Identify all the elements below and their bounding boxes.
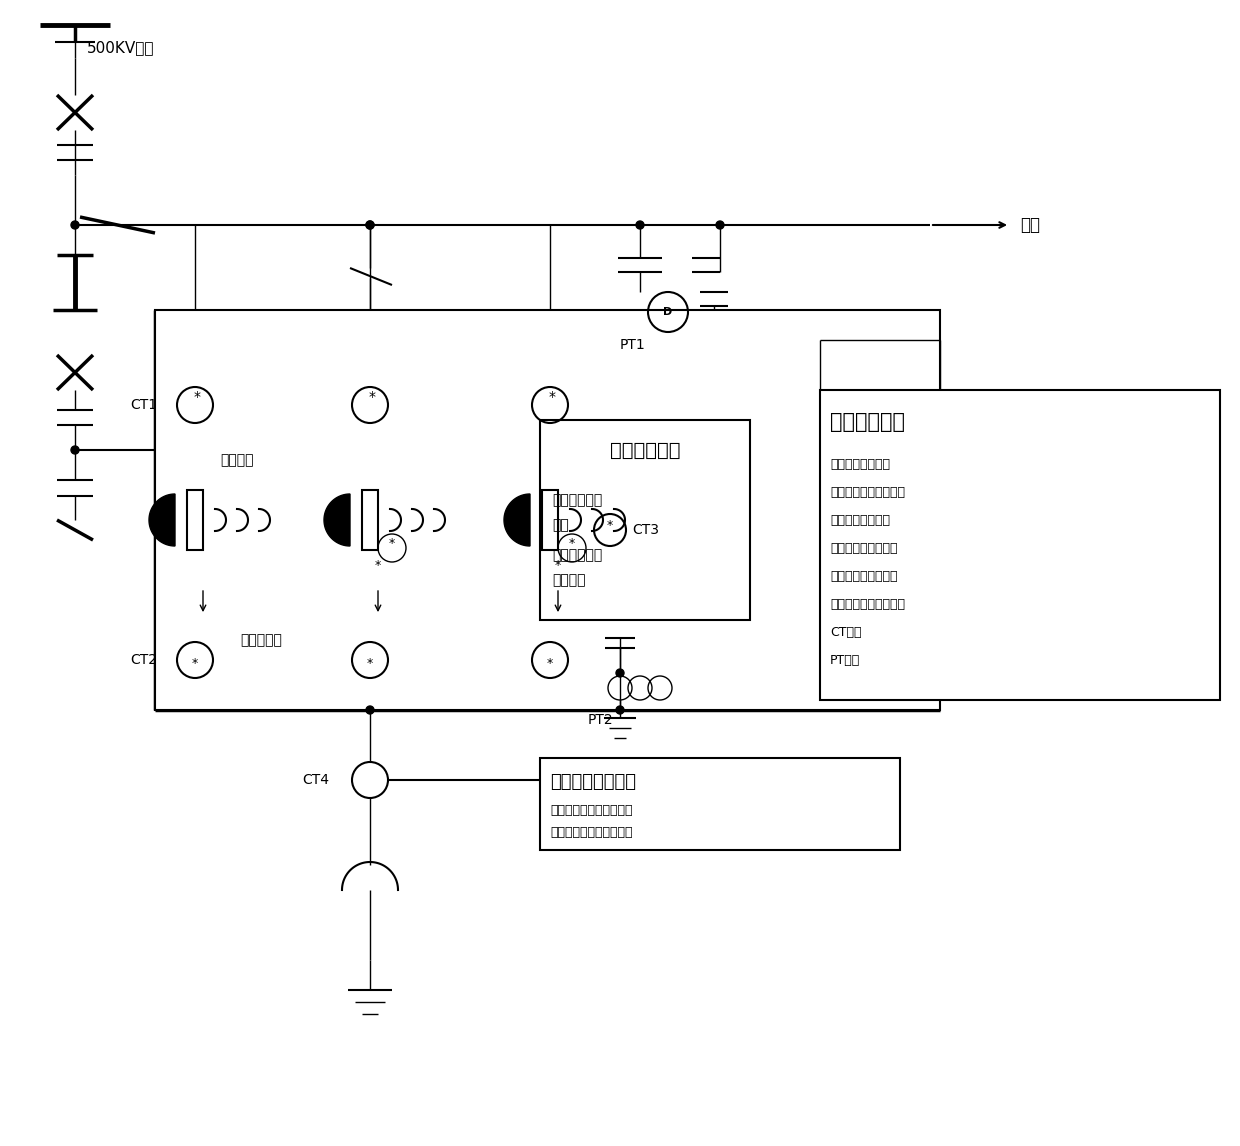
Text: *: * <box>192 658 198 670</box>
Bar <box>362 490 378 550</box>
Text: *: * <box>569 537 575 550</box>
Text: 主电抗器过负荷保护: 主电抗器过负荷保护 <box>830 571 898 583</box>
Circle shape <box>636 221 644 229</box>
Circle shape <box>366 706 374 714</box>
Circle shape <box>366 221 374 229</box>
Text: CT2: CT2 <box>130 653 157 667</box>
Text: 保护: 保护 <box>552 518 569 532</box>
Text: PT1: PT1 <box>620 338 646 352</box>
Text: *: * <box>193 390 201 405</box>
Text: 指向站用变: 指向站用变 <box>241 633 281 647</box>
Text: CT1: CT1 <box>130 398 157 413</box>
Text: *: * <box>367 658 373 670</box>
Text: 中性点电抗器保护: 中性点电抗器保护 <box>551 774 636 791</box>
Text: 主电抗器零序过流保护: 主电抗器零序过流保护 <box>830 598 905 612</box>
Bar <box>820 390 1220 700</box>
Text: PT断线: PT断线 <box>830 654 861 667</box>
Text: 中性点电抗器过电流保护: 中性点电抗器过电流保护 <box>551 803 632 816</box>
Polygon shape <box>503 494 529 545</box>
Text: *: * <box>554 558 562 572</box>
Text: CT4: CT4 <box>303 774 329 787</box>
Circle shape <box>71 446 79 454</box>
Text: 主电抗器差动保护: 主电抗器差动保护 <box>830 458 890 471</box>
Text: *: * <box>606 518 613 532</box>
Text: CT3: CT3 <box>632 523 658 537</box>
Text: 中性点电抗器过负荷保护: 中性点电抗器过负荷保护 <box>551 825 632 839</box>
Circle shape <box>616 669 624 677</box>
Circle shape <box>715 221 724 229</box>
Text: 抽能零序过流: 抽能零序过流 <box>552 493 603 507</box>
Text: 主电抗器保护: 主电抗器保护 <box>830 413 905 432</box>
Circle shape <box>366 221 374 229</box>
Bar <box>539 419 750 620</box>
Circle shape <box>71 221 79 229</box>
Text: CT断线: CT断线 <box>830 627 862 639</box>
Polygon shape <box>324 494 350 545</box>
Bar <box>187 490 203 550</box>
Text: *: * <box>547 658 553 670</box>
Text: *: * <box>548 390 556 405</box>
Text: *: * <box>368 390 376 405</box>
Bar <box>542 490 558 550</box>
Text: 主电抗器匽间保护: 主电抗器匽间保护 <box>830 515 890 527</box>
Text: 主电抗器零序差动保护: 主电抗器零序差动保护 <box>830 487 905 500</box>
Text: 抽能绕组: 抽能绕组 <box>219 453 253 468</box>
Text: 主电抗器过电流保护: 主电抗器过电流保护 <box>830 542 898 556</box>
Text: PT2: PT2 <box>588 713 614 727</box>
Text: 抽能转角复压: 抽能转角复压 <box>552 548 603 562</box>
Text: *: * <box>389 537 396 550</box>
Bar <box>539 758 900 850</box>
Text: 线路: 线路 <box>1021 215 1040 234</box>
Text: 过流保护: 过流保护 <box>552 573 585 587</box>
Text: *: * <box>374 558 381 572</box>
Circle shape <box>616 706 624 714</box>
Text: 抽能绕组保护: 抽能绕组保护 <box>610 440 681 460</box>
Text: 500KV毛线: 500KV毛线 <box>87 40 155 55</box>
Bar <box>155 311 940 711</box>
Text: D: D <box>663 307 672 317</box>
Polygon shape <box>149 494 175 545</box>
